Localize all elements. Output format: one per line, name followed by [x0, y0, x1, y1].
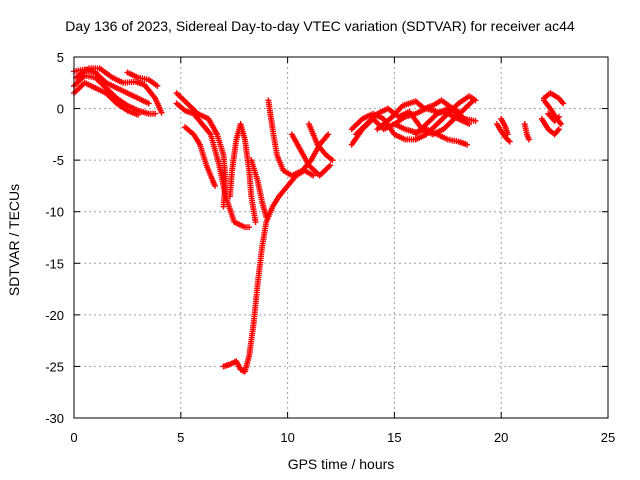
data-point — [560, 100, 567, 107]
series-arc-27 — [545, 110, 562, 124]
series-arc-18 — [374, 97, 462, 133]
data-point — [327, 162, 334, 169]
y-tick-label: -5 — [52, 153, 64, 168]
series-arc-11 — [220, 167, 317, 375]
data-point — [558, 121, 565, 128]
data-point — [504, 131, 511, 138]
series-arc-25 — [538, 115, 562, 138]
series-arc-5 — [124, 69, 161, 89]
data-point — [145, 100, 152, 107]
x-tick-label: 15 — [387, 430, 401, 445]
data-point — [559, 99, 566, 106]
x-tick-label: 25 — [601, 430, 615, 445]
y-axis-label: SDTVAR / TECUs — [6, 183, 22, 297]
y-tick-label: 5 — [57, 50, 64, 65]
series-arc-26 — [540, 90, 567, 107]
x-tick-label: 20 — [494, 430, 508, 445]
series-arc-8 — [182, 124, 218, 189]
data-point — [135, 111, 142, 118]
data-point — [329, 157, 336, 164]
series-arc-7 — [173, 100, 253, 231]
series-arc-1 — [71, 66, 152, 107]
data-point — [555, 113, 562, 120]
y-tick-label: -20 — [45, 308, 64, 323]
chart-title: Day 136 of 2023, Sidereal Day-to-day VTE… — [65, 18, 575, 34]
data-point — [220, 203, 227, 210]
series-arc-9 — [226, 121, 259, 226]
series-arc-23 — [521, 121, 532, 143]
data-point — [211, 182, 218, 189]
x-axis-label: GPS time / hours — [287, 456, 395, 472]
y-tick-label: -10 — [45, 205, 64, 220]
data-point — [310, 172, 317, 179]
data-point — [154, 82, 161, 89]
data-point — [554, 127, 561, 134]
data-point — [472, 97, 479, 104]
data-point — [506, 138, 513, 145]
series-arc-13 — [288, 131, 334, 179]
series-arc-20 — [412, 105, 479, 138]
series-arc-22 — [498, 115, 511, 138]
data-point — [325, 131, 332, 138]
y-tick-label: -25 — [45, 359, 64, 374]
series-arc-10 — [248, 157, 270, 220]
y-tick-label: 0 — [57, 102, 64, 117]
grid-lines — [74, 57, 608, 418]
series-arc-6 — [173, 90, 229, 210]
plot-frame — [73, 56, 609, 419]
data-point — [246, 224, 253, 231]
series-arc-12 — [265, 97, 332, 179]
series-arc-4 — [73, 65, 165, 116]
x-tick-label: 0 — [70, 430, 77, 445]
series-arc-14 — [305, 121, 336, 164]
x-tick-label: 5 — [177, 430, 184, 445]
data-point — [555, 126, 562, 133]
data-point — [158, 109, 165, 116]
data-points — [71, 65, 567, 375]
y-tick-label: -30 — [45, 411, 64, 426]
series-arc-3 — [71, 79, 142, 118]
data-point — [252, 219, 259, 226]
data-point — [464, 141, 471, 148]
x-tick-label: 10 — [280, 430, 294, 445]
series-arc-2 — [71, 72, 159, 117]
data-point — [152, 110, 159, 117]
data-point — [525, 136, 532, 143]
y-tick-label: -15 — [45, 256, 64, 271]
axis-ticks: 0 5 10 15 20 25 -30 -25 -20 -15 -10 -5 0 5 — [45, 50, 615, 445]
data-point — [556, 119, 563, 126]
data-point — [472, 117, 479, 124]
